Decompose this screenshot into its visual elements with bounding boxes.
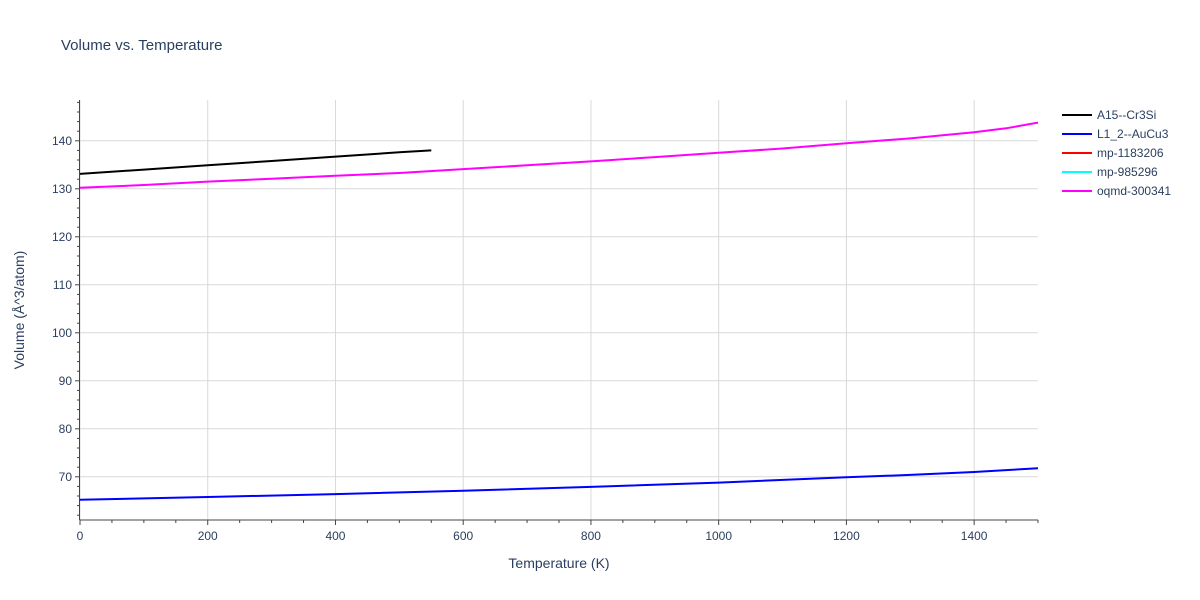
x-tick-label: 600 — [453, 529, 473, 543]
y-axis-title: Volume (Å^3/atom) — [11, 251, 27, 370]
axes: 0 200 400 600 800 1000 1200 1400 70 80 90 100 110 120… — [52, 100, 1039, 543]
x-tick-label: 1000 — [705, 529, 732, 543]
y-tick-label: 130 — [52, 182, 72, 196]
chart-title: Volume vs. Temperature — [61, 37, 222, 54]
legend[interactable]: A15--Cr3Si L1_2--AuCu3 mp-1183206 mp-985296… — [1062, 108, 1171, 198]
grid — [79, 100, 1038, 520]
x-tick-label: 1400 — [961, 529, 988, 543]
legend-item[interactable]: L1_2--AuCu3 — [1062, 127, 1169, 141]
y-tick-label: 70 — [59, 470, 73, 484]
legend-label: L1_2--AuCu3 — [1097, 127, 1169, 141]
x-axis-title: Temperature (K) — [508, 555, 609, 571]
legend-label: mp-985296 — [1097, 165, 1158, 179]
y-tick-label: 90 — [59, 374, 73, 388]
legend-item[interactable]: mp-985296 — [1062, 165, 1158, 179]
legend-label: A15--Cr3Si — [1097, 108, 1156, 122]
y-tick-label: 100 — [52, 326, 72, 340]
x-tick-label: 0 — [77, 529, 84, 543]
x-tick-label: 800 — [581, 529, 601, 543]
series-layer — [79, 121, 1039, 501]
series-line-oqmd-300341 — [79, 121, 1039, 189]
y-tick-label: 80 — [59, 422, 73, 436]
y-tick-label: 110 — [53, 278, 72, 292]
x-tick-label: 200 — [198, 529, 218, 543]
legend-label: mp-1183206 — [1097, 146, 1164, 160]
legend-item[interactable]: mp-1183206 — [1062, 146, 1164, 160]
legend-item[interactable]: oqmd-300341 — [1062, 184, 1171, 198]
x-tick-label: 400 — [325, 529, 345, 543]
legend-item[interactable]: A15--Cr3Si — [1062, 108, 1156, 122]
series-line-L1_2--AuCu3 — [79, 467, 1039, 501]
series-line-A15--Cr3Si — [79, 149, 432, 175]
legend-label: oqmd-300341 — [1097, 184, 1171, 198]
x-tick-label: 1200 — [833, 529, 860, 543]
y-tick-label: 120 — [52, 230, 72, 244]
y-tick-label: 140 — [52, 134, 72, 148]
